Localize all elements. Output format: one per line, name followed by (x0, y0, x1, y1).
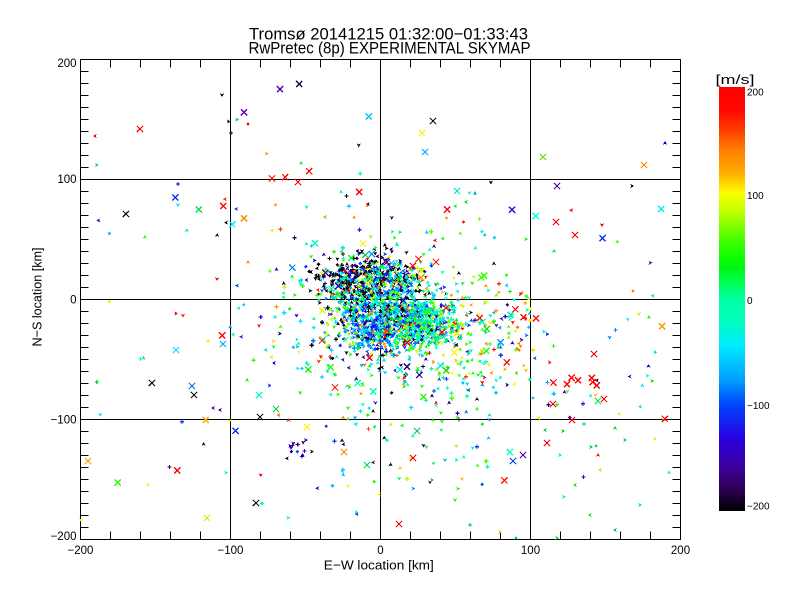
svg-text:0: 0 (747, 296, 753, 307)
svg-text:RwPretec (8p) EXPERIMENTAL SKY: RwPretec (8p) EXPERIMENTAL SKYMAP (249, 38, 531, 57)
svg-text:0: 0 (70, 295, 76, 307)
svg-text:[m/s]: [m/s] (716, 72, 755, 87)
svg-text:E−W location [km]: E−W location [km] (324, 558, 434, 573)
svg-text:−100: −100 (51, 415, 77, 427)
svg-text:−200: −200 (747, 502, 770, 513)
svg-text:−100: −100 (747, 401, 770, 412)
svg-text:Tromsø 20141215 01:32:00−01:33: Tromsø 20141215 01:32:00−01:33:43 (249, 25, 528, 44)
svg-text:200: 200 (747, 88, 764, 99)
svg-text:−200: −200 (68, 545, 94, 557)
svg-text:N−S location [km]: N−S location [km] (30, 248, 45, 347)
svg-text:−200: −200 (51, 531, 77, 543)
svg-text:0: 0 (377, 545, 383, 557)
svg-text:100: 100 (57, 174, 76, 186)
svg-text:−100: −100 (218, 545, 244, 557)
svg-text:100: 100 (521, 545, 540, 557)
svg-text:200: 200 (57, 58, 76, 70)
svg-text:200: 200 (671, 545, 690, 557)
svg-text:100: 100 (747, 191, 764, 202)
